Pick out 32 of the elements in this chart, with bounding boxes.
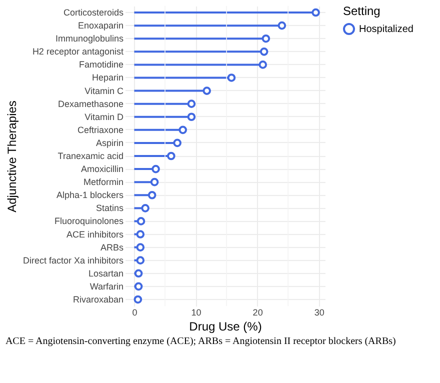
y-tick-label: Losartan	[88, 268, 124, 278]
y-tick-label: Heparin	[92, 72, 124, 83]
x-tick-label: 20	[252, 308, 263, 318]
y-tick-label: Statins	[96, 203, 124, 214]
x-tick-label: 30	[314, 308, 324, 318]
y-tick-label: Rivaroxaban	[72, 294, 124, 304]
y-tick-label: Fluoroquinolones	[54, 216, 124, 226]
y-tick-label: Ceftriaxone	[77, 124, 124, 135]
y-axis-title: Adjunctive Therapies	[4, 100, 19, 212]
y-tick-label: Vitamin D	[84, 112, 124, 122]
y-tick-label: Metformin	[83, 177, 124, 188]
text: ACE = Angiotensin-converting enzyme (ACE); ARBs = Angiotensin II receptor blockers (ARBs)	[5, 336, 396, 347]
y-tick-label: Enoxaparin	[78, 20, 124, 31]
y-tick-label: H2 receptor antagonist	[32, 46, 124, 57]
y-tick-label: ACE inhibitors	[66, 229, 124, 240]
y-tick-label: ARBs	[100, 242, 124, 252]
legend-label: Hospitalized	[359, 24, 414, 35]
x-tick-label: 0	[132, 308, 138, 318]
legend-title: Setting	[343, 4, 380, 18]
x-tick-label: 10	[191, 308, 202, 318]
y-tick-label: Warfarin	[90, 281, 124, 292]
x-axis-title: Drug Use (%)	[189, 320, 262, 334]
y-tick-label: Famotidine	[78, 60, 124, 70]
y-tick-label: Dexamethasone	[58, 98, 124, 109]
y-tick-label: Corticosteroids	[63, 8, 124, 18]
y-tick-label: Direct factor Xa inhibitors	[22, 255, 124, 266]
y-tick-label: Vitamin C	[84, 86, 124, 96]
y-tick-label: Tranexamic acid	[58, 151, 124, 161]
y-tick-label: Amoxicillin	[80, 164, 124, 174]
y-tick-label: Immunoglobulins	[55, 34, 124, 44]
y-tick-label: Alpha-1 blockers	[56, 190, 124, 200]
y-tick-label: Aspirin	[96, 138, 124, 148]
